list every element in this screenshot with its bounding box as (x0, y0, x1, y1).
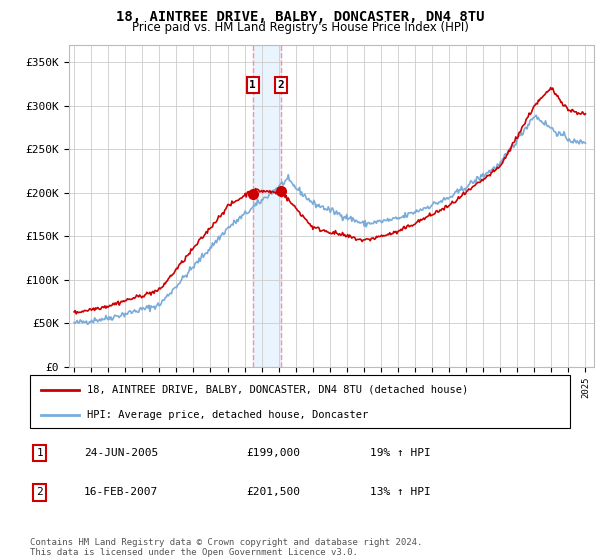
Text: £201,500: £201,500 (246, 487, 300, 497)
Text: 18, AINTREE DRIVE, BALBY, DONCASTER, DN4 8TU: 18, AINTREE DRIVE, BALBY, DONCASTER, DN4… (116, 10, 484, 24)
Text: 24-JUN-2005: 24-JUN-2005 (84, 448, 158, 458)
Text: HPI: Average price, detached house, Doncaster: HPI: Average price, detached house, Donc… (86, 410, 368, 420)
Text: 16-FEB-2007: 16-FEB-2007 (84, 487, 158, 497)
Text: Price paid vs. HM Land Registry's House Price Index (HPI): Price paid vs. HM Land Registry's House … (131, 21, 469, 34)
Text: 1: 1 (37, 448, 43, 458)
Text: 18, AINTREE DRIVE, BALBY, DONCASTER, DN4 8TU (detached house): 18, AINTREE DRIVE, BALBY, DONCASTER, DN4… (86, 385, 468, 395)
Text: 2: 2 (37, 487, 43, 497)
Text: 2: 2 (277, 80, 284, 90)
Text: 13% ↑ HPI: 13% ↑ HPI (370, 487, 431, 497)
Text: 19% ↑ HPI: 19% ↑ HPI (370, 448, 431, 458)
FancyBboxPatch shape (30, 375, 570, 428)
Bar (253, 45, 281, 367)
Text: Contains HM Land Registry data © Crown copyright and database right 2024.
This d: Contains HM Land Registry data © Crown c… (30, 538, 422, 557)
Text: 1: 1 (250, 80, 256, 90)
Text: £199,000: £199,000 (246, 448, 300, 458)
